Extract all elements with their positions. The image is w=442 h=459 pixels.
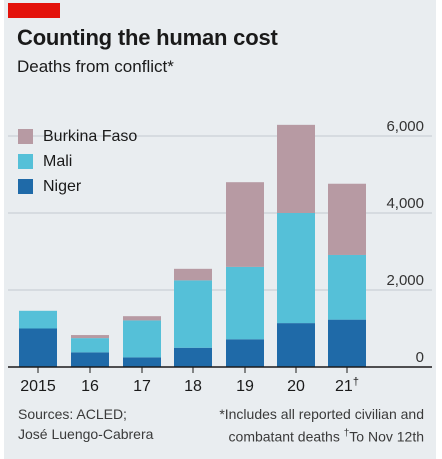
bar-segment-burkina-faso [328,183,366,255]
bar-segment-mali [277,213,315,324]
bars [19,124,366,367]
x-tick-label: 20 [287,378,305,395]
x-tick-label: 18 [184,378,202,395]
y-tick-label: 0 [416,349,424,366]
y-tick-label: 2,000 [386,272,424,289]
legend-item-niger: Niger [18,174,137,199]
x-tick-label: 2015 [20,378,56,395]
chart-subtitle: Deaths from conflict* [17,57,174,76]
x-tick-label: 16 [81,378,99,395]
bar-segment-burkina-faso [174,268,212,281]
legend-item-mali: Mali [18,149,137,174]
footnote-text-b: To Nov 12th [349,428,424,445]
bar-segment-mali [174,280,212,348]
chart-title: Counting the human cost [17,25,278,50]
y-tick-label: 6,000 [386,118,424,135]
y-tick-label: 4,000 [386,195,424,212]
bar-segment-burkina-faso [71,335,109,339]
bar-segment-mali [123,320,161,358]
legend-label-burkina-faso: Burkina Faso [43,127,138,145]
bar-segment-niger [174,347,212,367]
footnote: *Includes all reported civilian and comb… [219,404,424,447]
bar-segment-mali [71,338,109,353]
sources-note: Sources: ACLED; José Luengo-Cabrera [18,404,153,444]
footnote-text-a: combatant deaths [228,428,344,445]
legend-item-burkina-faso: Burkina Faso [18,124,137,149]
bar-segment-niger [277,323,315,367]
bar-segment-niger [19,328,57,367]
legend-swatch-niger [18,179,33,194]
x-tick-label: 19 [236,378,254,395]
footnote-dagger: † [343,428,350,439]
axes: 0 2,000 4,000 6,000 2015 16 17 18 19 20 21† [8,118,432,395]
legend-swatch-burkina-faso [18,129,33,144]
x-tick-label: 17 [133,378,151,395]
x-tick-label: 21† [335,376,359,395]
legend-label-mali: Mali [43,152,73,170]
brand-tag [8,3,60,18]
footnote-line-2: combatant deaths †To Nov 12th [219,424,424,447]
bar-segment-burkina-faso [277,124,315,213]
sources-line-2: José Luengo-Cabrera [18,426,154,442]
legend-swatch-mali [18,154,33,169]
bar-segment-niger [123,357,161,367]
footnote-line-1: *Includes all reported civilian and [219,406,424,422]
bar-segment-burkina-faso [226,182,264,267]
bar-segment-burkina-faso [123,316,161,321]
bar-segment-mali [226,266,264,340]
bar-segment-niger [71,352,109,367]
bar-segment-mali [328,254,366,320]
legend-label-niger: Niger [43,177,82,195]
bar-segment-mali [19,310,57,329]
sources-line-1: Sources: ACLED; [18,406,127,422]
bar-segment-niger [226,339,264,367]
legend: Burkina Faso Mali Niger [18,124,137,199]
bar-segment-niger [328,319,366,367]
